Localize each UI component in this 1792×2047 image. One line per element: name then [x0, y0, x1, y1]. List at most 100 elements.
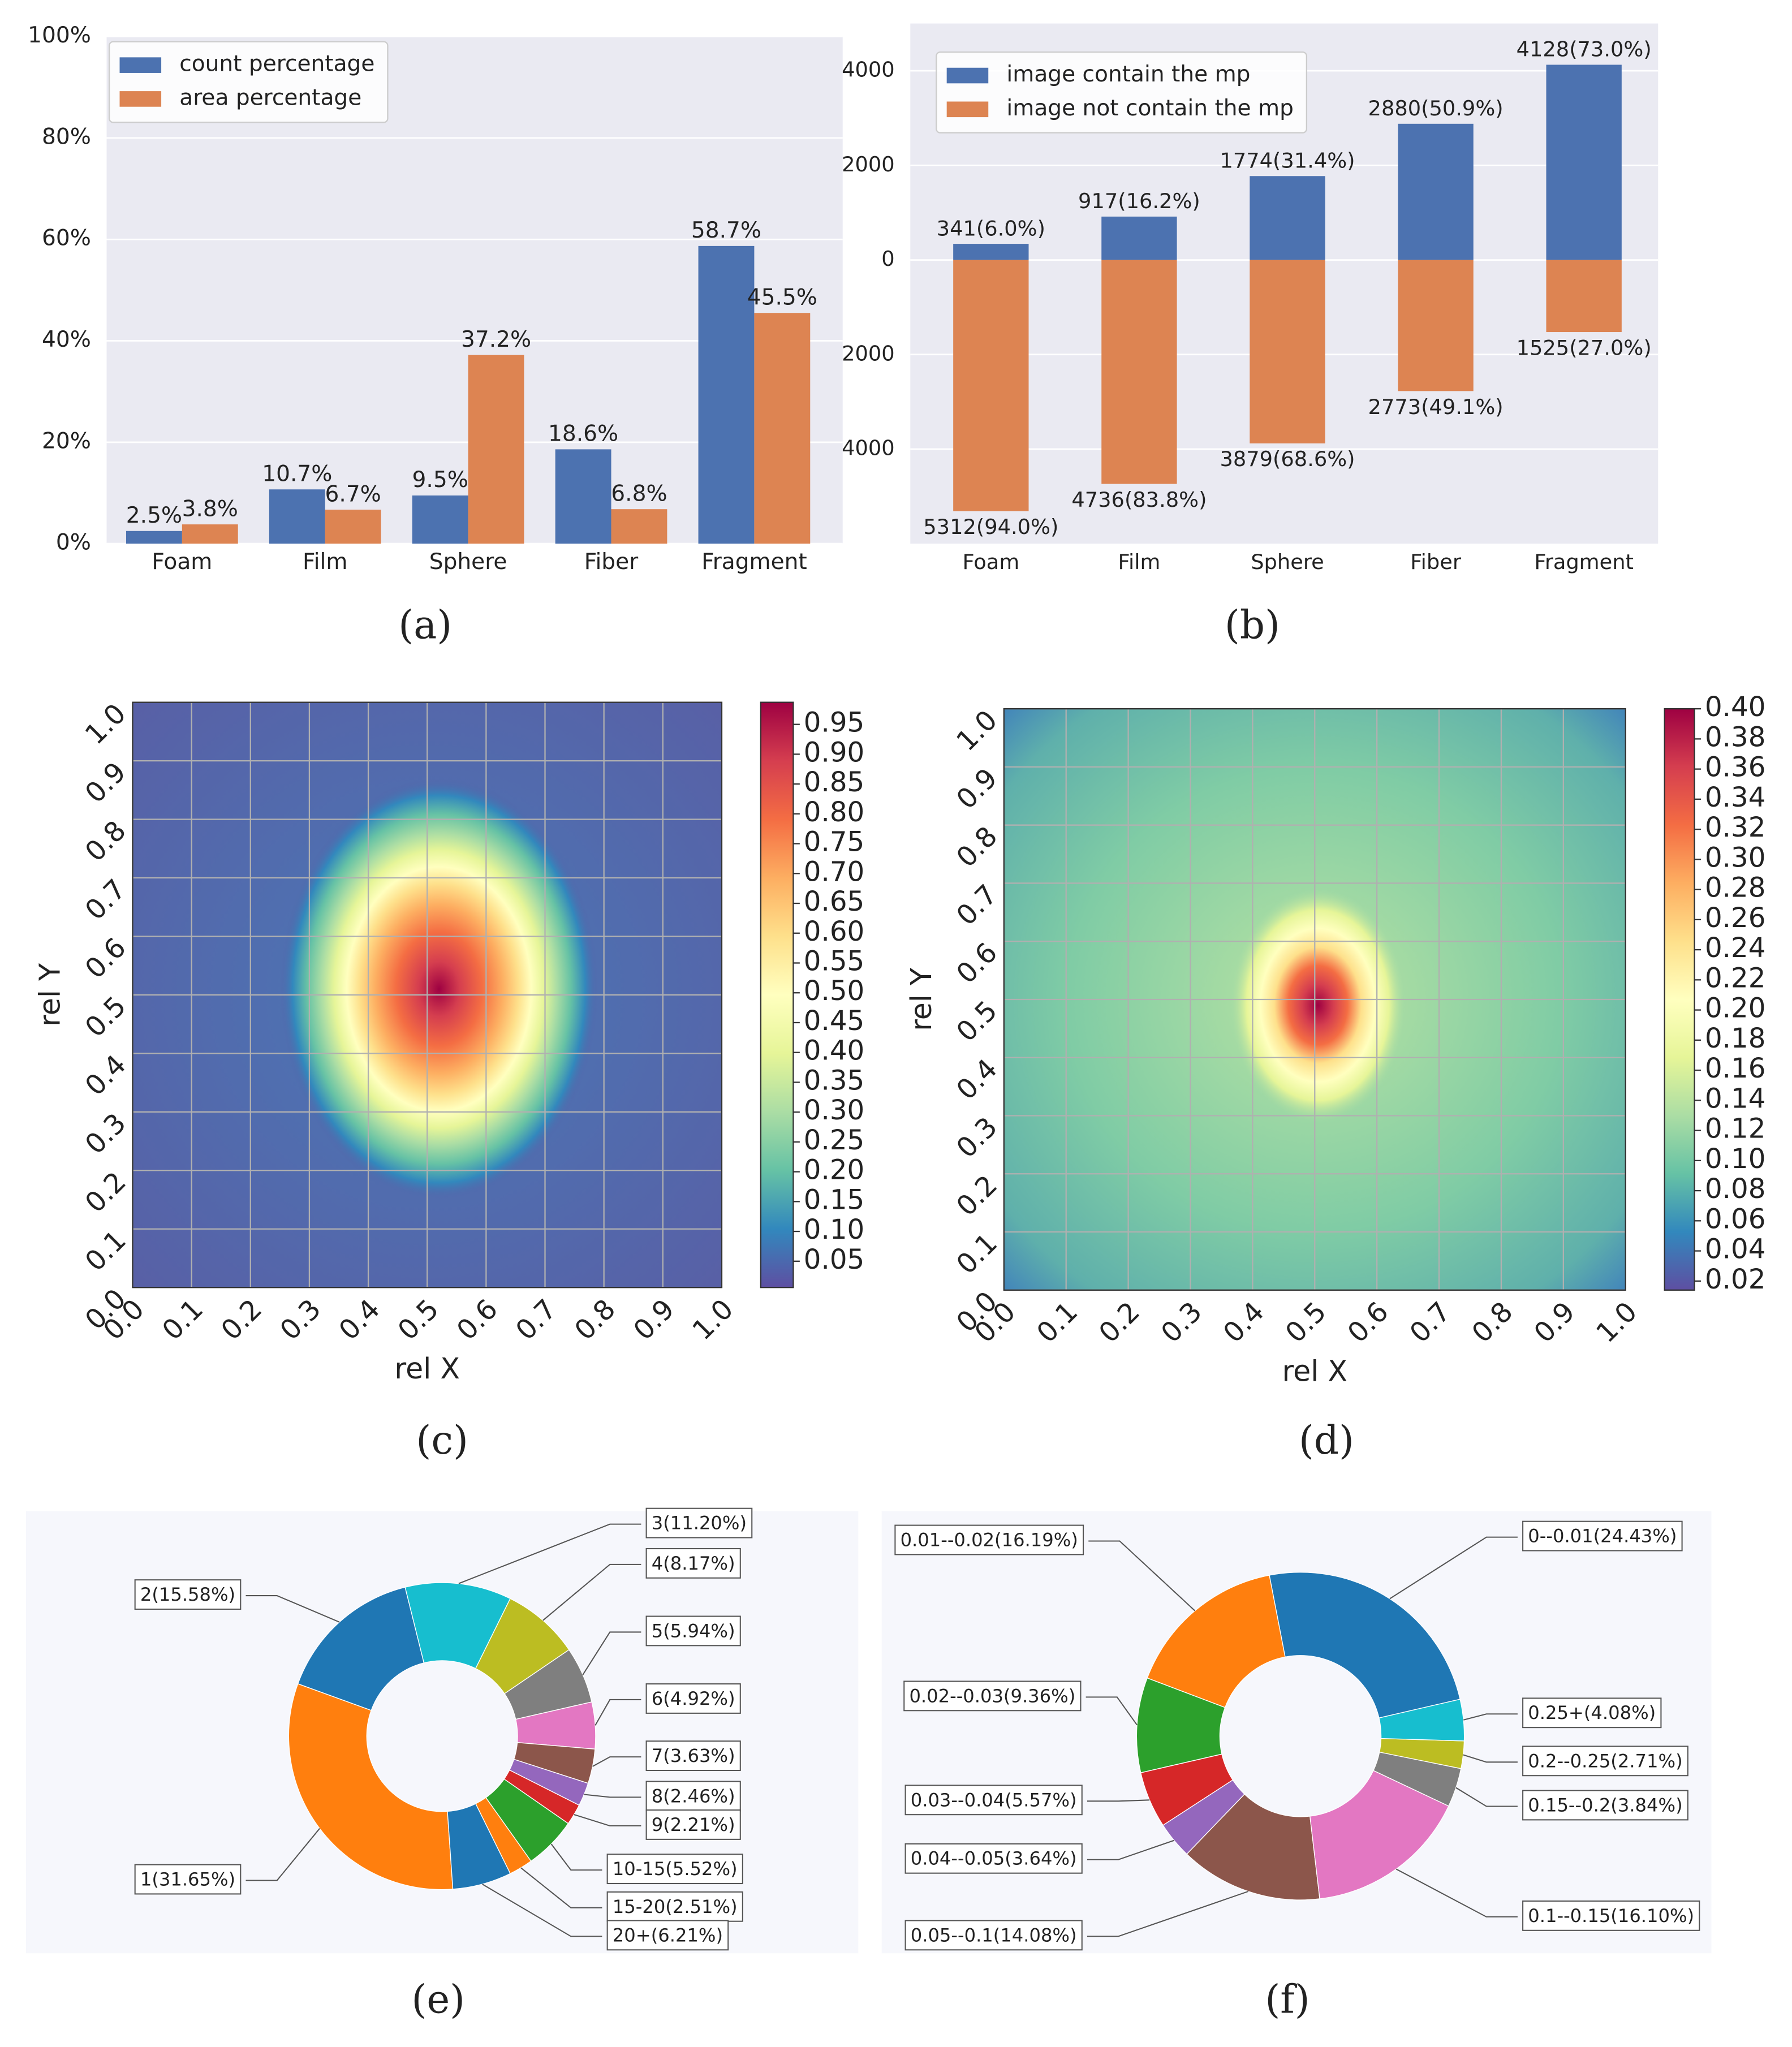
leader-line — [1087, 1839, 1174, 1860]
y-tick-label: 2000 — [842, 152, 895, 176]
y-tick-label: 60% — [42, 226, 91, 251]
data-label: 45.5% — [747, 285, 817, 310]
data-label: 9.5% — [412, 467, 468, 493]
colorbar-tick-label: 0.12 — [1705, 1113, 1765, 1145]
colorbar-tick-label: 0.65 — [804, 886, 864, 917]
y-tick-label: 0.8 — [950, 821, 1003, 874]
colorbar-tick-label: 0.08 — [1705, 1173, 1765, 1205]
bar — [468, 355, 524, 544]
label-box — [1522, 1520, 1683, 1552]
data-label: 58.7% — [691, 218, 761, 243]
colorbar-tick-label: 0.80 — [804, 796, 864, 828]
label-box — [606, 1891, 743, 1922]
label-box — [606, 1854, 743, 1885]
colorbar — [1664, 708, 1695, 1291]
slice-label: 0--0.01(24.43%) — [1528, 1525, 1677, 1547]
data-label: 3.8% — [182, 496, 238, 522]
x-tick-label: 0.4 — [333, 1293, 386, 1346]
data-label: 2880(50.9%) — [1368, 96, 1504, 120]
label-box — [645, 1809, 741, 1840]
slice-label: 15-20(2.51%) — [613, 1896, 738, 1917]
bar — [1398, 260, 1474, 391]
legend-swatch — [946, 101, 989, 118]
donut-slice — [297, 1587, 425, 1711]
bar — [754, 313, 811, 544]
label-box — [1522, 1697, 1662, 1729]
legend-label: image not contain the mp — [1006, 96, 1293, 121]
y-tick-label: 100% — [28, 23, 91, 48]
x-tick-label: 1.0 — [687, 1293, 740, 1346]
slice-label: 0.1--0.15(16.10%) — [1528, 1905, 1694, 1927]
colorbar-tick-label: 0.15 — [804, 1184, 864, 1216]
label-box — [134, 1864, 242, 1895]
x-tick-label: Foam — [152, 549, 212, 575]
y-tick-label: 0.9 — [79, 756, 132, 809]
y-tick-label: 0.9 — [950, 762, 1003, 816]
y-tick-label: 0.4 — [950, 1053, 1003, 1106]
y-tick-label: 0.5 — [950, 995, 1003, 1048]
bar — [325, 510, 381, 544]
x-tick-label: 0.1 — [156, 1293, 209, 1346]
label-box — [645, 1615, 741, 1647]
y-tick-label: 0.4 — [79, 1049, 132, 1102]
colorbar-tick-label: 0.28 — [1705, 872, 1765, 904]
leader-line — [1085, 1696, 1138, 1726]
slice-label: 2(15.58%) — [140, 1584, 235, 1605]
x-tick-label: Fragment — [701, 549, 807, 575]
y-tick-label: 0.1 — [950, 1227, 1003, 1281]
data-label: 341(6.0%) — [937, 216, 1045, 240]
data-label: 37.2% — [461, 327, 531, 352]
colorbar-tick-label: 0.45 — [804, 1005, 864, 1037]
x-tick-label: Foam — [962, 550, 1019, 574]
y-tick-label: 0% — [56, 530, 91, 555]
label-box — [645, 1548, 741, 1579]
slice-label: 0.2--0.25(2.71%) — [1528, 1750, 1682, 1772]
panel-caption: (b) — [1225, 603, 1280, 648]
leader-line — [1463, 1754, 1518, 1763]
colorbar-tick-label: 0.10 — [804, 1214, 864, 1246]
y-tick-label: 0.8 — [79, 815, 132, 868]
slice-label: 0.01--0.02(16.19%) — [901, 1529, 1078, 1550]
x-axis-label: rel X — [1282, 1354, 1347, 1387]
leader-line — [582, 1631, 641, 1675]
label-box — [1522, 1790, 1688, 1821]
y-tick-label: 0.6 — [950, 937, 1003, 990]
y-axis-label: rel Y — [904, 968, 938, 1031]
colorbar-tick-label: 0.18 — [1705, 1023, 1765, 1054]
slice-label: 5(5.94%) — [652, 1620, 735, 1641]
panel-caption: (d) — [1299, 1418, 1354, 1463]
colorbar-tick-label: 0.55 — [804, 946, 864, 977]
label-box — [904, 1920, 1083, 1951]
colorbar-tick-label: 0.40 — [1705, 691, 1765, 723]
y-tick-label: 0.6 — [79, 932, 132, 985]
label-box — [904, 1785, 1083, 1816]
heatmap-peak — [279, 778, 598, 1200]
y-tick-label: 0.7 — [950, 878, 1003, 932]
x-tick-label: Film — [303, 549, 347, 575]
bar — [1398, 123, 1474, 260]
plot-frame — [132, 701, 723, 1288]
y-tick-label: 4000 — [842, 58, 895, 82]
colorbar-tick-label: 0.25 — [804, 1124, 864, 1156]
bar — [698, 245, 755, 544]
colorbar-tick-label: 0.90 — [804, 736, 864, 768]
x-tick-label: 0.3 — [1155, 1296, 1208, 1349]
x-tick-label: 0.7 — [1404, 1296, 1457, 1349]
y-tick-label: 0.1 — [79, 1225, 132, 1278]
colorbar-tick-label: 0.24 — [1705, 932, 1765, 964]
label-box — [606, 1920, 729, 1951]
colorbar-tick-label: 0.35 — [804, 1065, 864, 1096]
colorbar-tick-label: 0.38 — [1705, 721, 1765, 753]
colorbar-tick-label: 0.30 — [804, 1094, 864, 1126]
colorbar-tick-label: 0.85 — [804, 766, 864, 798]
bar — [1546, 64, 1622, 260]
x-tick-label: 1.0 — [1590, 1296, 1643, 1349]
y-tick-label: 0.2 — [79, 1166, 132, 1219]
colorbar-tick-label: 0.26 — [1705, 902, 1765, 934]
y-tick-label: 0.7 — [79, 873, 132, 926]
x-tick-label: 0.9 — [1528, 1296, 1581, 1349]
leader-line — [1463, 1713, 1518, 1721]
y-tick-label: 4000 — [842, 436, 895, 460]
data-label: 6.8% — [611, 481, 667, 506]
x-tick-label: 0.4 — [1217, 1296, 1270, 1349]
